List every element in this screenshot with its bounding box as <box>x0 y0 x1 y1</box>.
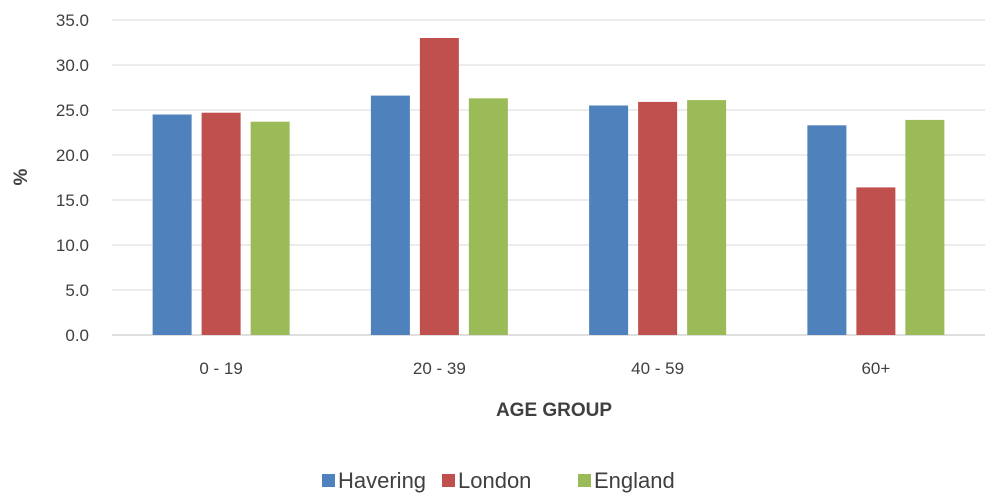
bar-havering-1 <box>370 95 410 335</box>
y-tick-labels: 0.0 5.0 10.0 15.0 20.0 25.0 30.0 35.0 <box>56 11 89 345</box>
y-tick-label: 25.0 <box>56 101 89 120</box>
bar-havering-3 <box>807 125 847 335</box>
x-tick-label: 40 - 59 <box>631 359 684 378</box>
y-tick-label: 0.0 <box>65 326 89 345</box>
bar-england-1 <box>468 98 508 335</box>
bar-london-2 <box>638 101 678 336</box>
legend-swatch-havering <box>322 474 335 487</box>
y-tick-label: 20.0 <box>56 146 89 165</box>
bar-london-3 <box>856 187 896 335</box>
bar-havering-0 <box>152 114 192 335</box>
legend-swatch-england <box>578 474 591 487</box>
bar-london-1 <box>419 38 459 335</box>
legend-swatch-london <box>442 474 455 487</box>
bar-england-2 <box>687 100 727 335</box>
gridlines <box>112 19 985 336</box>
bar-england-3 <box>905 119 945 336</box>
y-tick-label: 10.0 <box>56 236 89 255</box>
bar-london-0 <box>201 112 241 335</box>
y-tick-label: 30.0 <box>56 56 89 75</box>
bar-havering-2 <box>589 105 629 335</box>
x-tick-label: 20 - 39 <box>413 359 466 378</box>
y-tick-label: 5.0 <box>65 281 89 300</box>
x-tick-label: 0 - 19 <box>199 359 242 378</box>
legend-label-havering: Havering <box>338 468 426 493</box>
legend: Havering London England <box>322 468 675 493</box>
bars <box>152 38 945 336</box>
x-tick-label: 60+ <box>861 359 890 378</box>
x-tick-labels: 0 - 19 20 - 39 40 - 59 60+ <box>199 359 890 378</box>
y-tick-label: 35.0 <box>56 11 89 30</box>
legend-label-england: England <box>594 468 675 493</box>
bar-england-0 <box>250 121 290 335</box>
x-axis-title: AGE GROUP <box>496 400 612 421</box>
y-tick-label: 15.0 <box>56 191 89 210</box>
y-axis-title: % <box>11 168 32 185</box>
legend-label-london: London <box>458 468 531 493</box>
